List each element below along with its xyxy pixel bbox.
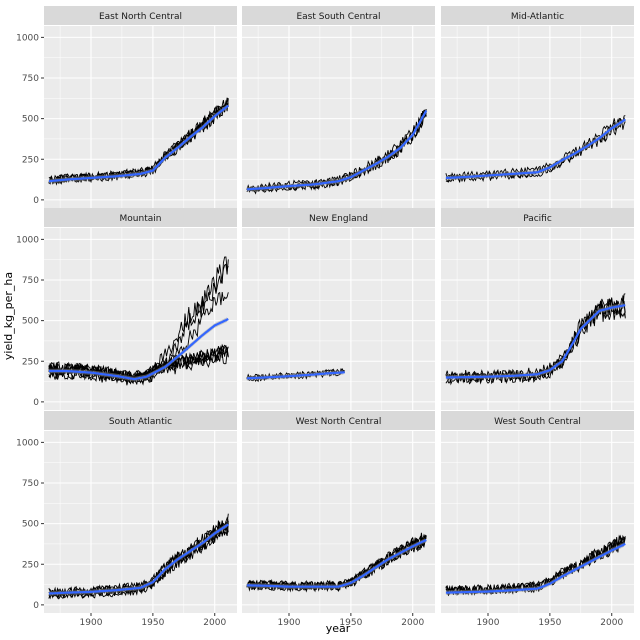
x-tick-label: 1900 xyxy=(278,618,301,628)
facet-panel: Mid-Atlantic xyxy=(441,6,634,208)
facet-strip-label: New England xyxy=(309,214,368,224)
smooth-trend-line xyxy=(445,304,626,379)
panel-marks xyxy=(246,532,427,593)
smooth-trend-line xyxy=(48,523,229,595)
y-tick-label: 0 xyxy=(33,398,39,408)
y-axis-title: yield_kg_per_ha xyxy=(2,272,15,360)
smooth-trend-line xyxy=(445,118,626,179)
facet-strip-label: West North Central xyxy=(296,417,382,427)
raw-series-line xyxy=(445,534,626,597)
x-tick-label: 1950 xyxy=(141,618,164,628)
y-tick-label: 750 xyxy=(22,74,39,84)
facet-strip xyxy=(242,6,435,25)
smooth-trend-line xyxy=(48,318,229,381)
y-tick-label: 500 xyxy=(22,317,39,327)
smooth-ribbon xyxy=(246,538,426,589)
y-tick-label: 1000 xyxy=(16,235,39,245)
facet-strip-label: East North Central xyxy=(99,12,182,22)
raw-series-line xyxy=(48,291,229,383)
panel-marks xyxy=(246,367,346,383)
y-tick-label: 0 xyxy=(33,196,39,206)
facet-strip xyxy=(44,6,237,25)
y-tick-label: 0 xyxy=(33,601,39,611)
facet-panel: New England xyxy=(242,208,435,410)
panel-marks xyxy=(48,97,230,186)
x-tick-label: 1900 xyxy=(477,618,500,628)
y-tick-label: 750 xyxy=(22,479,39,489)
smooth-trend-line xyxy=(48,104,230,183)
facet-panel: Pacific xyxy=(441,208,634,410)
y-tick-label: 1000 xyxy=(16,438,39,448)
panel-background xyxy=(242,228,435,410)
y-tick-label: 1000 xyxy=(16,33,39,43)
panel-marks xyxy=(445,293,626,386)
x-tick-label: 1950 xyxy=(339,618,362,628)
panel-marks xyxy=(445,534,626,597)
smooth-trend-line xyxy=(246,371,345,380)
panel-background xyxy=(44,431,237,613)
panel-background xyxy=(44,228,237,410)
panel-marks xyxy=(48,256,229,386)
facet-strip-label: South Atlantic xyxy=(109,417,172,427)
facet-panel: West South Central 1900 1950 2000 xyxy=(441,411,634,628)
facet-panel: West North Central 1900 1950 2000 xyxy=(242,411,435,628)
raw-series-line xyxy=(246,533,427,593)
x-tick-label: 2000 xyxy=(401,618,424,628)
facet-panel: East North Central 0 250 500 750 1000 xyxy=(16,6,237,208)
y-tick-label: 500 xyxy=(22,520,39,530)
smooth-trend-line xyxy=(445,542,626,594)
y-tick-label: 750 xyxy=(22,276,39,286)
smooth-ribbon xyxy=(445,303,625,380)
panel-marks xyxy=(445,115,626,183)
x-tick-label: 2000 xyxy=(600,618,623,628)
panel-background xyxy=(441,26,634,208)
y-tick-label: 250 xyxy=(22,155,39,165)
facet-strip xyxy=(44,208,237,227)
facet-strip xyxy=(242,411,435,430)
panel-marks xyxy=(48,513,229,600)
x-tick-label: 1900 xyxy=(80,618,103,628)
facet-strip-label: West South Central xyxy=(494,417,581,427)
facet-strip xyxy=(441,411,634,430)
smooth-trend-line xyxy=(246,538,427,588)
facet-strip xyxy=(242,208,435,227)
facet-strip xyxy=(44,411,237,430)
panel-background xyxy=(242,26,435,208)
facet-panel: East South Central xyxy=(242,6,435,208)
raw-series-line xyxy=(48,256,229,386)
facet-strip-label: Mid-Atlantic xyxy=(511,12,564,22)
facet-strip-label: Pacific xyxy=(523,214,552,224)
facet-panel: South Atlantic 0 250 500 750 1000 1900 1950 2000 xyxy=(16,411,237,628)
facet-strip-label: East South Central xyxy=(296,12,380,22)
facet-strip-label: Mountain xyxy=(120,214,162,224)
x-axis-title: year xyxy=(326,622,351,635)
facet-panel: Mountain 0 250 500 750 1000 xyxy=(16,208,237,410)
y-tick-label: 250 xyxy=(22,560,39,570)
x-tick-label: 2000 xyxy=(203,618,226,628)
raw-series-line xyxy=(246,110,427,195)
smooth-trend-line xyxy=(246,109,428,191)
facet-strip xyxy=(441,6,634,25)
panel-marks xyxy=(246,109,428,195)
x-tick-label: 1950 xyxy=(538,618,561,628)
y-tick-label: 250 xyxy=(22,357,39,367)
facet-strip xyxy=(441,208,634,227)
y-tick-label: 500 xyxy=(22,115,39,125)
